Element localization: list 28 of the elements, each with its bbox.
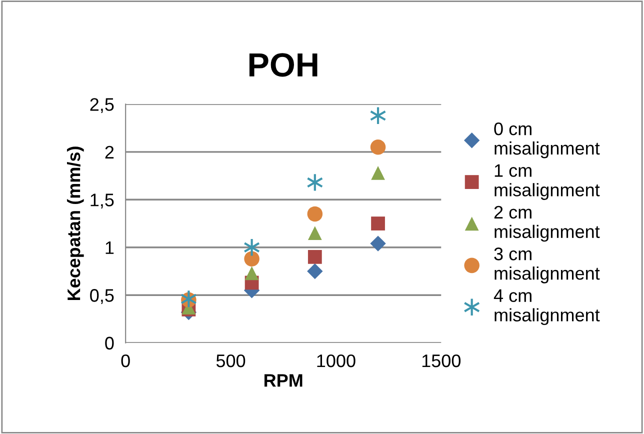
point	[244, 266, 259, 280]
y-axis-title: Kecepatan (mm/s)	[66, 146, 84, 300]
x-tick-label: 500	[216, 354, 246, 368]
y-tick-label: 0,5	[90, 289, 114, 304]
point	[308, 226, 322, 240]
x-tick-label: 1000	[317, 354, 356, 368]
legend-label: 1 cm misalignment	[494, 164, 600, 200]
point	[370, 236, 386, 252]
y-tick-label: 1	[106, 242, 114, 254]
legend-label: 2 cm misalignment	[494, 206, 600, 242]
y-tick-label: 2	[105, 146, 114, 158]
point	[308, 250, 322, 264]
y-tick-label: 2,5	[90, 98, 114, 114]
legend-label: 0 cm misalignment	[494, 122, 600, 158]
point	[307, 206, 323, 222]
point	[307, 263, 323, 280]
point	[244, 251, 260, 266]
y-tick-label: 0	[105, 336, 114, 350]
point	[371, 216, 385, 230]
point	[370, 139, 386, 155]
x-axis-title: RPM	[264, 374, 302, 387]
x-tick-label: 0	[121, 354, 130, 368]
point	[371, 166, 385, 180]
y-tick-label: 1,5	[90, 194, 114, 208]
chart-title: POH	[249, 53, 318, 77]
legend-label: 3 cm misalignment	[494, 248, 600, 284]
legend-label: 4 cm misalignment	[494, 289, 600, 326]
x-tick-label: 1500	[422, 354, 461, 368]
